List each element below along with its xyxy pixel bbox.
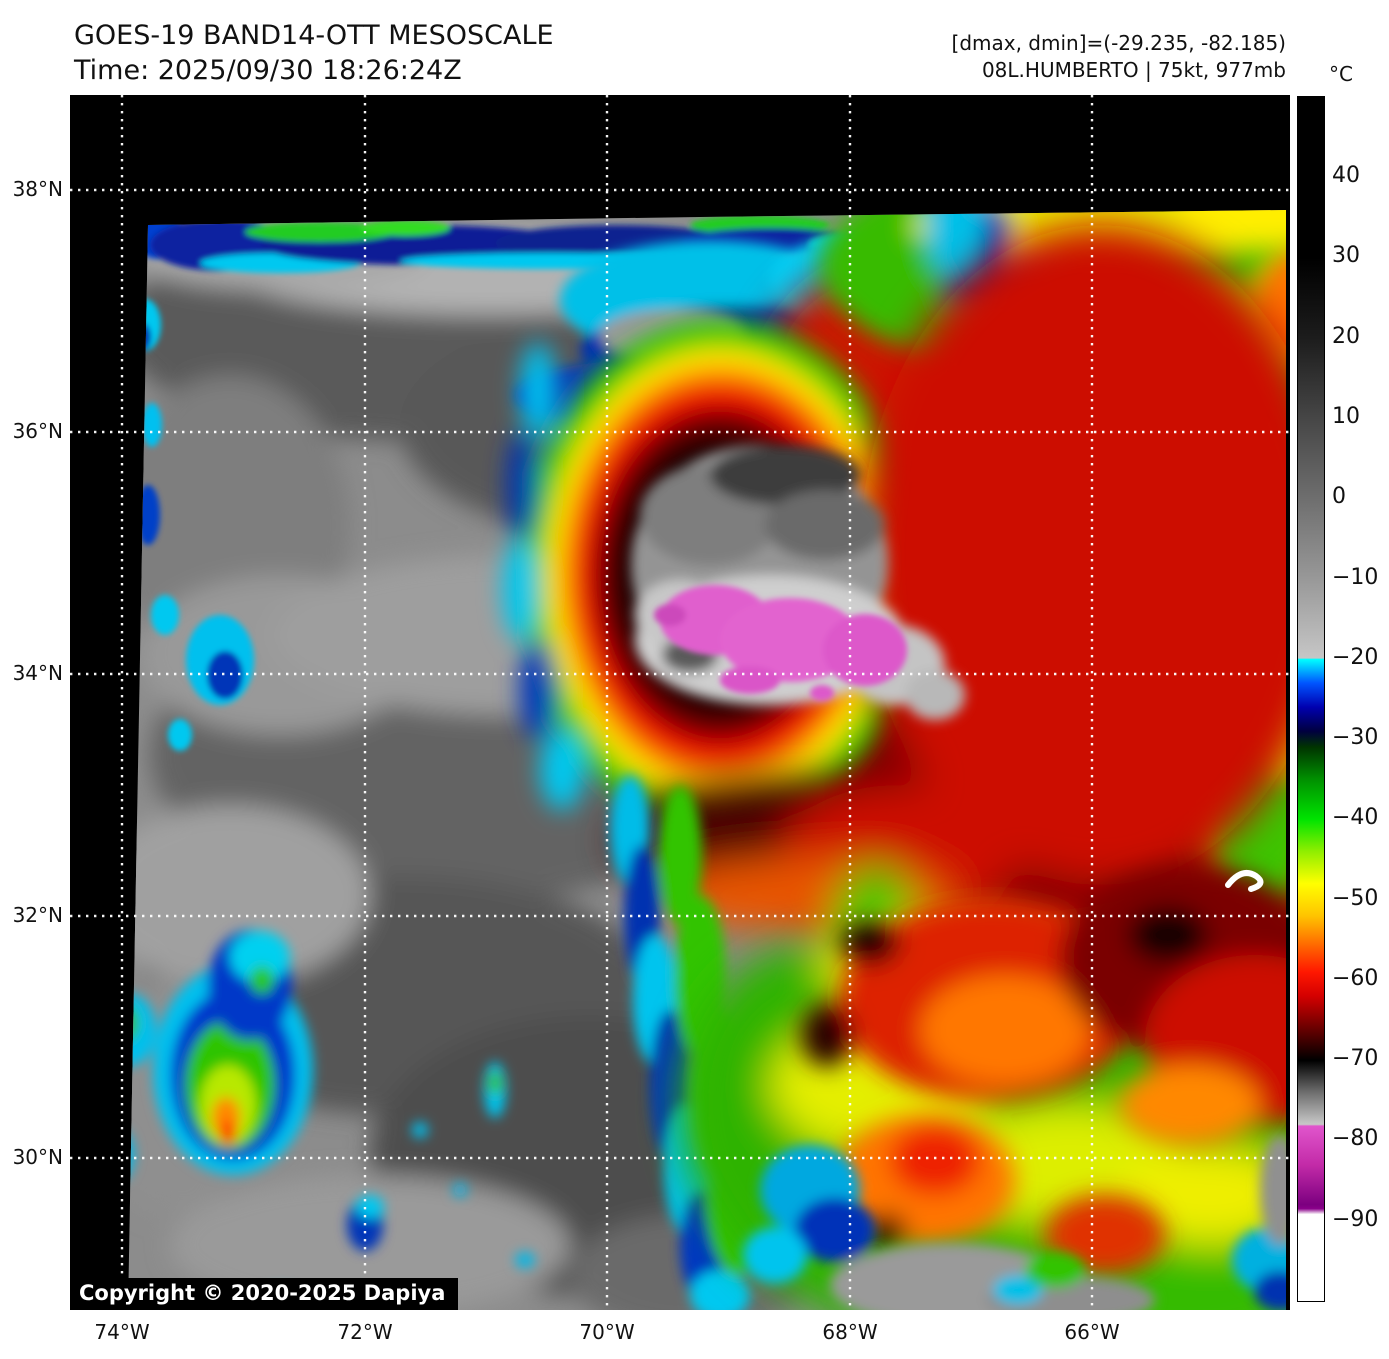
- colorbar-tick: −40: [1332, 805, 1379, 830]
- colorbar-tick: 40: [1332, 163, 1360, 188]
- storm-info-annotation: 08L.HUMBERTO | 75kt, 977mb: [981, 58, 1286, 82]
- colorbar-tick: −70: [1332, 1046, 1379, 1071]
- lat-label: 38°N: [12, 177, 63, 201]
- map-frame: Copyright © 2020-2025 Dapiya: [70, 95, 1290, 1310]
- storm-east-merge: [615, 225, 1286, 1005]
- lat-label: 36°N: [12, 419, 63, 443]
- colorbar-tick: −90: [1332, 1207, 1379, 1232]
- colorbar-tick: −60: [1332, 966, 1379, 991]
- colorbar-tick: −20: [1332, 645, 1379, 670]
- dmax-dmin-annotation: [dmax, dmin]=(-29.235, -82.185): [951, 31, 1286, 55]
- lon-label: 74°W: [94, 1320, 150, 1344]
- colorbar-tick: −30: [1332, 725, 1379, 750]
- southern-storm-cells: [801, 865, 1286, 1275]
- lat-label: 32°N: [12, 903, 63, 927]
- lon-label: 68°W: [822, 1320, 878, 1344]
- page-title: GOES-19 BAND14-OTT MESOSCALE: [74, 20, 554, 51]
- graticule: [70, 95, 1290, 1310]
- colorbar-tick: 10: [1332, 404, 1360, 429]
- colorbar-tick: 20: [1332, 324, 1360, 349]
- colorbar-tick: −50: [1332, 886, 1379, 911]
- colorbar-tick: −80: [1332, 1126, 1379, 1151]
- copyright-badge: Copyright © 2020-2025 Dapiya: [70, 1278, 459, 1310]
- white-curl-artifact: [1225, 870, 1264, 892]
- timestamp: Time: 2025/09/30 18:26:24Z: [74, 55, 462, 86]
- header-block: GOES-19 BAND14-OTT MESOSCALE Time: 2025/…: [74, 18, 554, 88]
- colorbar-unit-label: °C: [1329, 62, 1353, 86]
- lon-label: 72°W: [337, 1320, 393, 1344]
- colorbar-tick: −10: [1332, 565, 1379, 590]
- colorbar-tick: 0: [1332, 484, 1346, 509]
- annotation-block: [dmax, dmin]=(-29.235, -82.185) 08L.HUMB…: [952, 30, 1286, 84]
- bottom-cyan-gray-patches: [743, 1135, 1286, 1310]
- magenta-overshoot-cluster: [654, 585, 907, 701]
- colorbar-tick: 30: [1332, 243, 1360, 268]
- lat-label: 30°N: [12, 1145, 63, 1169]
- satellite-image: [70, 95, 1290, 1310]
- lon-label: 66°W: [1064, 1320, 1120, 1344]
- lon-label: 70°W: [579, 1320, 635, 1344]
- temperature-colorbar: [1297, 96, 1325, 1302]
- lat-label: 34°N: [12, 661, 63, 685]
